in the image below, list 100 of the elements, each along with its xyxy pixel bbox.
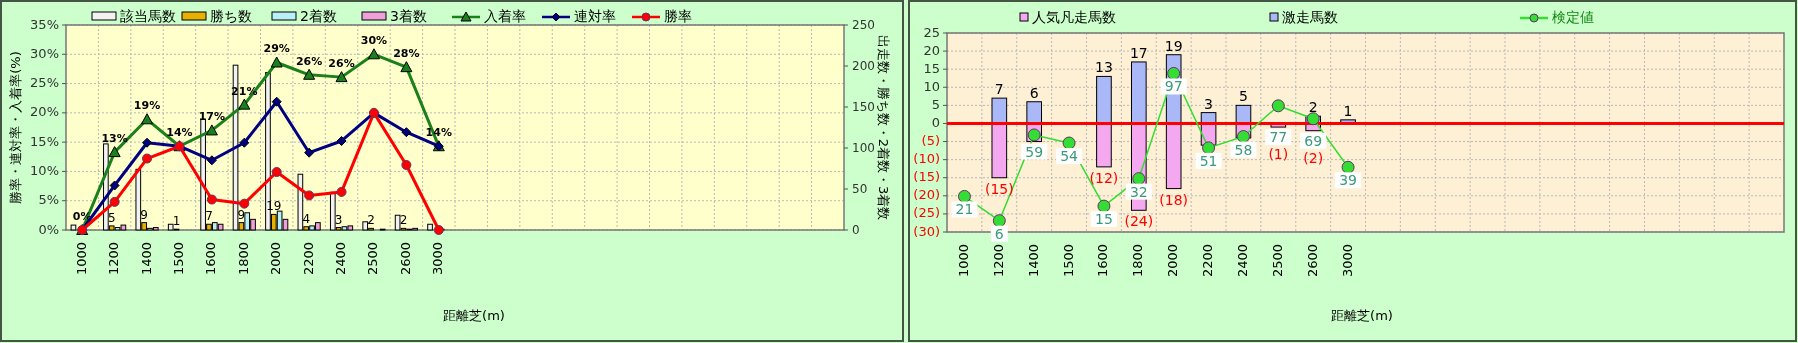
- data-label: 17: [1129, 44, 1148, 61]
- data-label: 30%: [360, 34, 388, 48]
- y2-tick-label: 50: [852, 181, 868, 196]
- data-label: 9: [140, 207, 148, 222]
- x-tick-label: 2400: [333, 242, 349, 276]
- legend-label: 2着数: [300, 8, 337, 24]
- y-tick-label: 20%: [30, 104, 59, 120]
- x-axis-title: 距離芝(m): [443, 308, 505, 323]
- data-label: 15: [1095, 211, 1113, 228]
- data-label: 7: [994, 81, 1004, 98]
- x-tick-label: 2600: [397, 242, 413, 276]
- y-tick-label: 0%: [38, 221, 59, 237]
- x-tick-label: 3000: [430, 242, 446, 276]
- y-tick-label: 25%: [30, 75, 59, 91]
- y-tick-label: (20): [913, 187, 940, 203]
- data-label: 3: [1204, 95, 1214, 112]
- y2-tick-label: 100: [852, 140, 875, 155]
- y2-axis-title: 出走数・勝ち数・2着数・3着数: [875, 34, 891, 221]
- y-tick-label: 15%: [30, 133, 59, 149]
- x-tick-label: 1600: [1095, 244, 1111, 278]
- x-tick-label: 2200: [1200, 244, 1216, 278]
- y2-tick-label: 150: [852, 99, 875, 114]
- x-tick-label: 2000: [1165, 244, 1181, 278]
- data-label: 4: [302, 211, 311, 226]
- y-tick-label: 10: [923, 78, 940, 94]
- x-tick-label: 2400: [1234, 244, 1250, 278]
- x-tick-label: 3000: [1339, 244, 1355, 278]
- data-label: (15): [984, 180, 1014, 197]
- y-tick-label: 15: [923, 60, 940, 76]
- data-label: 32: [1129, 183, 1148, 200]
- data-label: 19: [1164, 37, 1183, 54]
- data-label: (2): [1303, 149, 1324, 166]
- legend-label: 入着率: [484, 8, 526, 24]
- y-tick-label: 20: [923, 42, 940, 58]
- y2-tick-label: 250: [852, 17, 875, 32]
- data-label: (12): [1089, 169, 1119, 186]
- legend-label: 3着数: [390, 8, 427, 24]
- data-label: 5: [1238, 88, 1248, 105]
- legend-label: 勝ち数: [210, 8, 252, 24]
- data-label: 17%: [198, 110, 226, 124]
- x-axis-title: 距離芝(m): [1331, 308, 1393, 323]
- x-tick-label: 1800: [235, 242, 251, 276]
- y-tick-label: 30%: [30, 45, 59, 61]
- data-label: 97: [1164, 78, 1183, 95]
- legend-label: 該当馬数: [120, 8, 176, 24]
- data-label: 19%: [133, 99, 161, 113]
- data-label: 9: [237, 207, 246, 222]
- data-label: 2: [399, 213, 408, 228]
- data-label: 51: [1199, 152, 1218, 169]
- x-tick-label: 1000: [73, 242, 89, 276]
- y-tick-label: (30): [913, 223, 940, 239]
- data-label: 13: [1095, 59, 1113, 76]
- data-label: 77: [1269, 129, 1288, 146]
- legend-label: 人気凡走馬数: [1032, 9, 1116, 25]
- x-tick-label: 1000: [955, 244, 971, 278]
- data-label: 1: [1343, 102, 1353, 119]
- legend-label: 勝率: [664, 8, 692, 24]
- y-tick-label: 10%: [30, 162, 59, 178]
- data-label: 58: [1234, 141, 1253, 158]
- legend-label: 検定値: [1552, 9, 1594, 25]
- x-tick-label: 2200: [300, 242, 316, 276]
- data-label: 54: [1060, 148, 1079, 165]
- y2-tick-label: 0: [852, 222, 860, 237]
- x-tick-label: 2500: [365, 242, 381, 276]
- data-label: (18): [1159, 191, 1189, 208]
- y2-tick-label: 200: [852, 58, 875, 73]
- data-label: 28%: [393, 47, 420, 61]
- data-label: 59: [1025, 143, 1044, 160]
- y-tick-label: (5): [921, 133, 940, 149]
- x-tick-label: 1400: [1025, 244, 1041, 278]
- x-tick-label: 1200: [990, 244, 1006, 278]
- x-tick-label: 1800: [1130, 244, 1146, 278]
- data-label: (1): [1268, 146, 1289, 163]
- y-tick-label: 35%: [30, 16, 59, 32]
- data-label: 1: [172, 214, 181, 229]
- data-label: 5: [107, 210, 116, 225]
- x-tick-label: 1500: [1060, 244, 1076, 278]
- x-tick-label: 1500: [170, 242, 186, 276]
- y-tick-label: (25): [913, 205, 940, 221]
- y-tick-label: 0: [931, 114, 940, 130]
- x-tick-label: 2600: [1304, 244, 1320, 278]
- data-label: 2: [1308, 99, 1318, 116]
- data-label: 7: [205, 209, 213, 224]
- y-tick-label: 5%: [38, 192, 59, 208]
- y-tick-label: 5: [931, 96, 940, 112]
- data-label: (24): [1124, 213, 1154, 230]
- data-label: 21: [955, 201, 974, 218]
- legend-label: 連対率: [574, 8, 616, 24]
- data-label: 6: [1029, 84, 1039, 101]
- data-label: 26%: [295, 54, 323, 68]
- x-tick-label: 2500: [1269, 244, 1285, 278]
- data-label: 39: [1339, 172, 1357, 189]
- data-label: 14%: [166, 126, 193, 140]
- y-tick-label: (10): [913, 151, 940, 167]
- x-tick-label: 1600: [203, 242, 219, 276]
- data-label: 26%: [328, 57, 355, 71]
- y-axis-title: 勝率・連対率・入着率(%): [7, 51, 23, 204]
- data-label: 6: [994, 225, 1004, 242]
- y-tick-label: (15): [913, 169, 940, 185]
- data-label: 2: [367, 213, 375, 228]
